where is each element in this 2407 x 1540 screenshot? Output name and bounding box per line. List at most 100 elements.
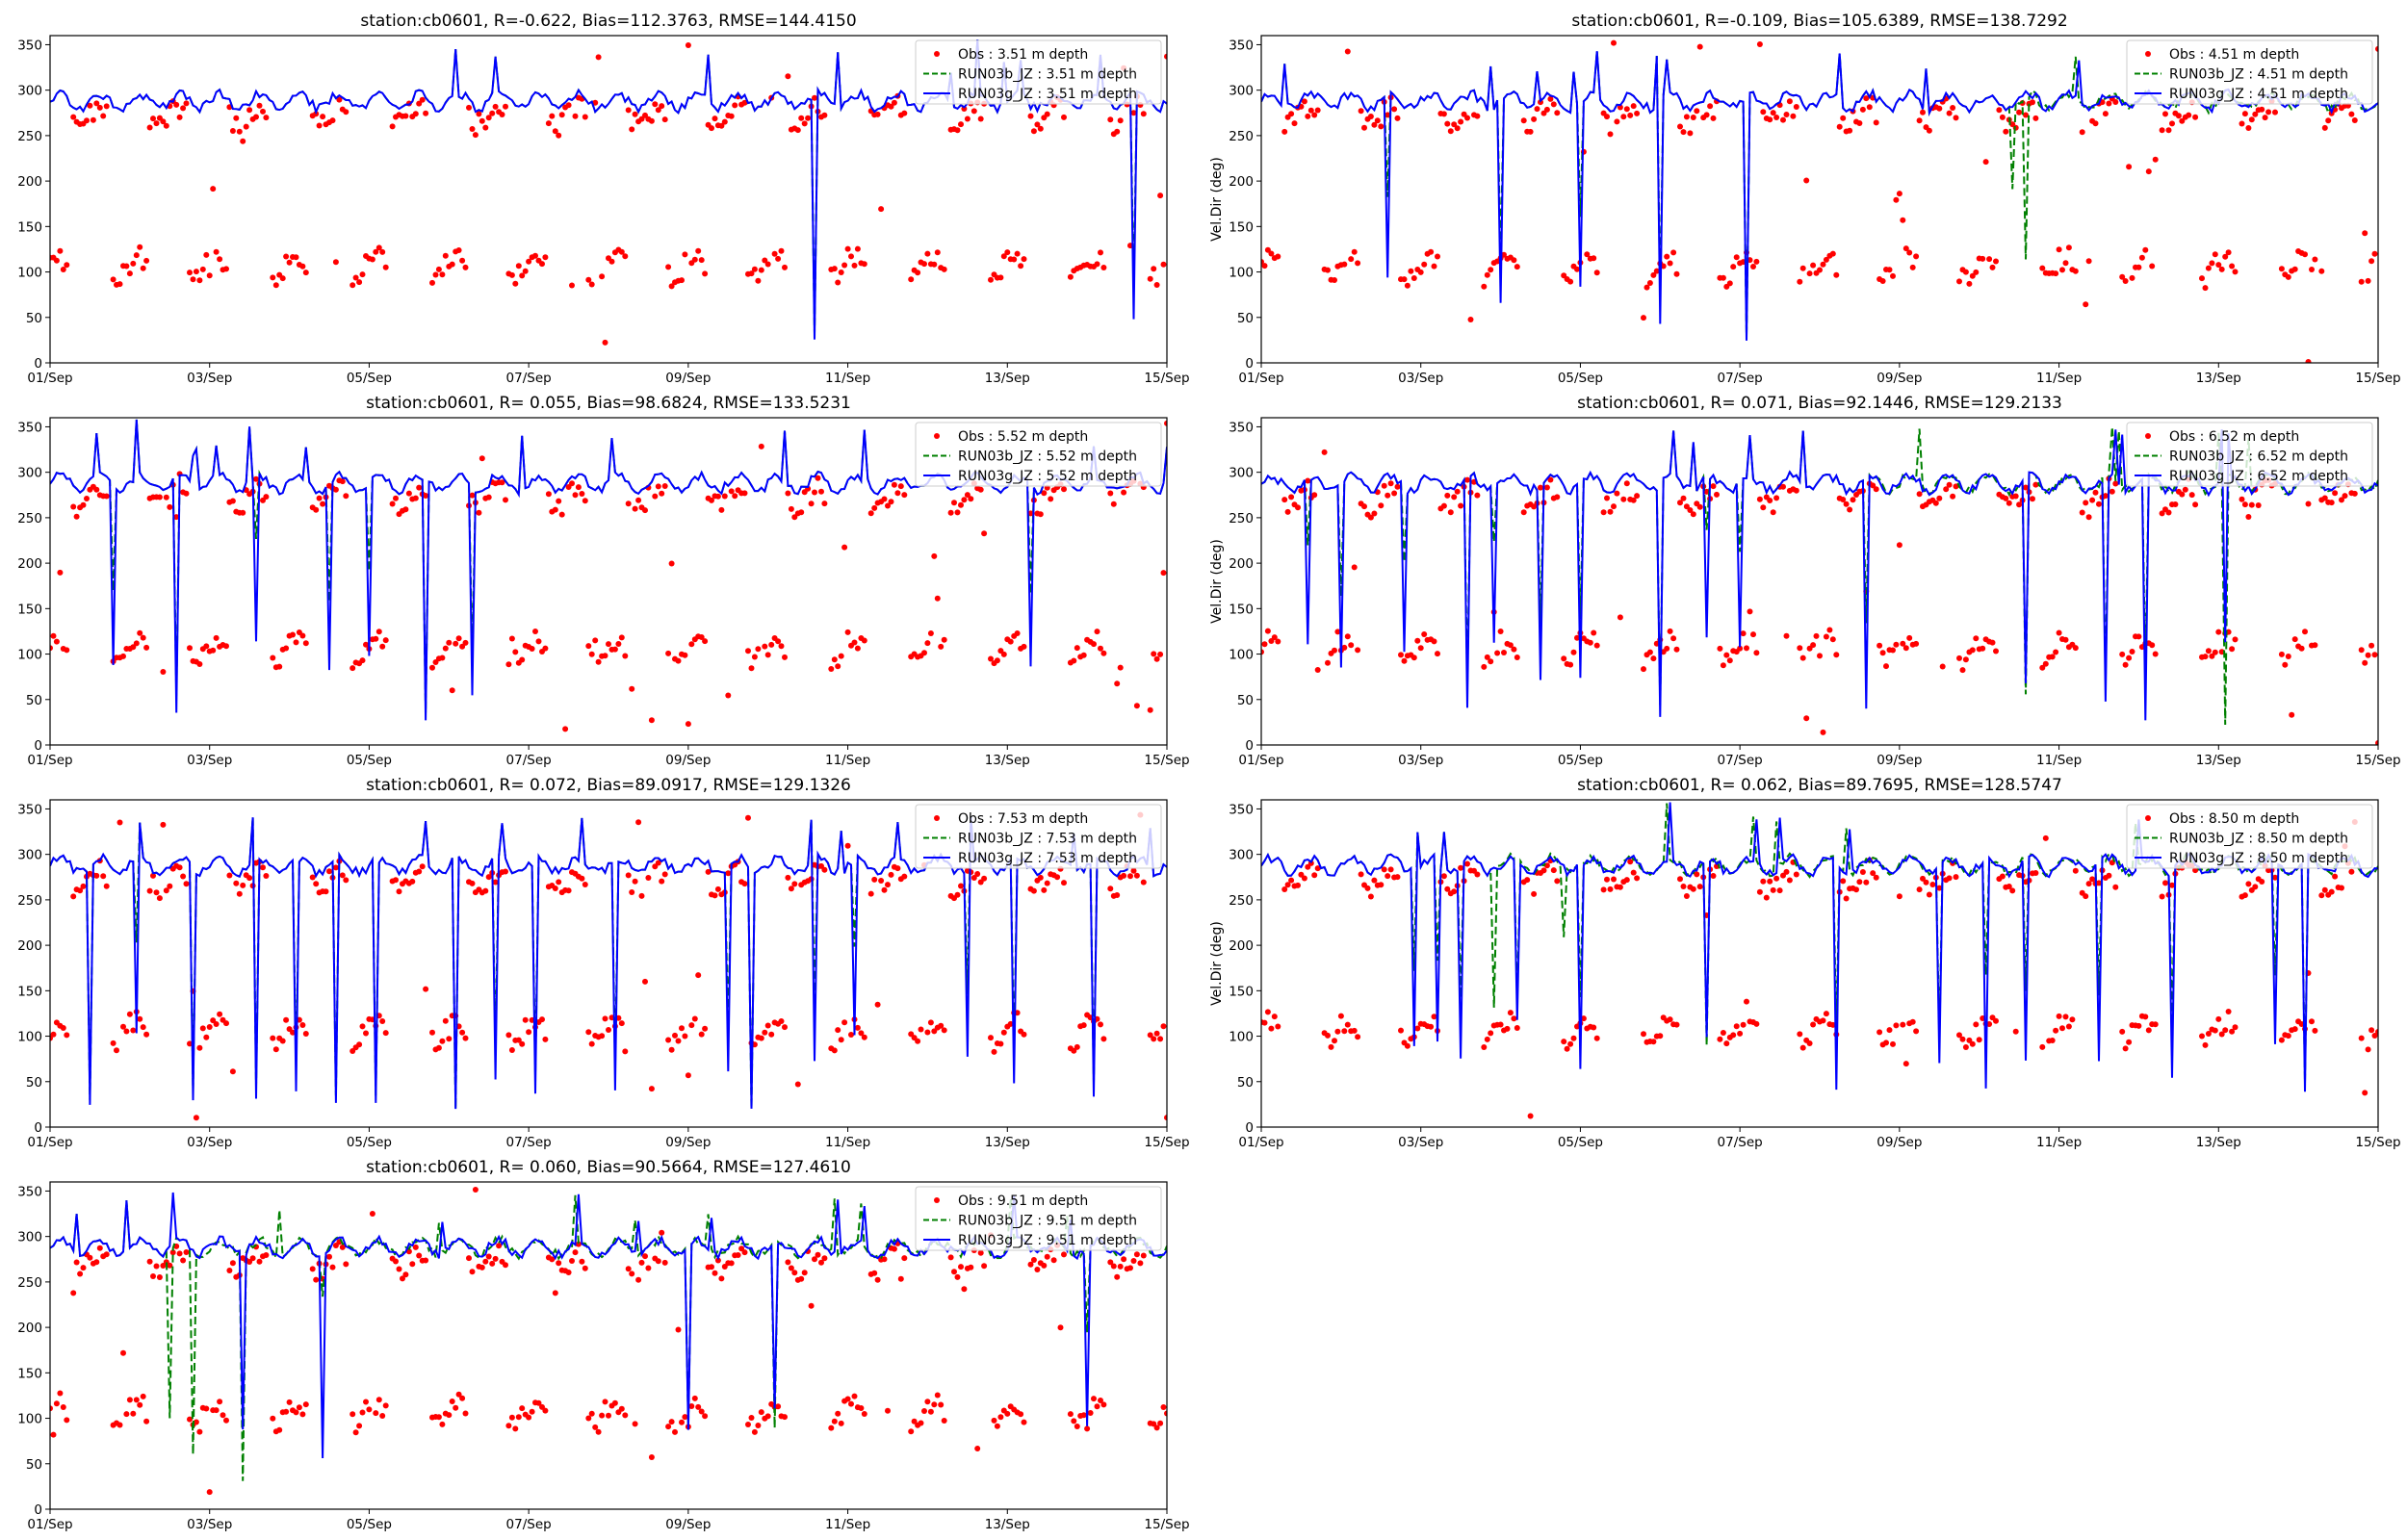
obs-point [2328,500,2335,506]
obs-point [1367,114,1374,119]
x-tick-label: 13/Sep [2196,753,2241,768]
obs-point [1398,1027,1404,1034]
obs-point [1627,859,1634,865]
obs-point [585,1415,592,1422]
obs-point [229,1260,236,1267]
obs-point [526,1414,532,1421]
obs-point [1683,114,1690,120]
obs-point [668,560,675,567]
obs-point [2142,246,2149,253]
obs-point [741,881,748,887]
obs-point [788,886,794,892]
obs-point [938,1401,945,1408]
obs-point [602,653,608,659]
obs-point [50,1031,57,1038]
obs-point [1993,1017,1999,1024]
obs-point [835,279,841,286]
obs-point [915,1038,921,1044]
obs-point [2291,636,2298,643]
obs-point [1018,1411,1024,1418]
obs-point [794,127,801,134]
obs-point [569,480,575,487]
obs-point [2032,481,2039,488]
obs-point [1876,642,1883,649]
obs-point [130,644,137,651]
obs-point [1160,570,1167,577]
obs-point [233,115,240,121]
obs-point [246,875,253,882]
obs-point [2030,496,2035,502]
obs-point [1305,863,1311,870]
obs-point [156,494,163,500]
obs-point [1690,115,1696,120]
obs-point [1561,1039,1567,1045]
obs-point [459,257,466,264]
obs-point [503,103,508,110]
obs-point [302,1031,309,1037]
obs-point [665,650,672,656]
obs-point [1458,502,1464,509]
obs-point [585,276,592,283]
obs-point [545,491,552,498]
obs-point [1817,267,1823,273]
obs-point [1325,267,1331,273]
obs-point [1737,645,1744,652]
obs-point [2272,109,2278,116]
obs-point [721,493,728,500]
obs-point [326,1253,332,1260]
obs-point [788,1265,794,1271]
obs-point [1534,106,1540,113]
obs-point [137,1015,143,1022]
obs-point [2339,497,2344,503]
obs-point [210,647,217,654]
obs-point [2053,1027,2059,1034]
obs-point [1950,105,1956,111]
obs-point [296,1404,302,1411]
obs-point [1906,249,1913,256]
y-tick-label: 50 [26,1457,42,1473]
obs-point [60,1025,66,1031]
obs-point [732,102,738,109]
obs-point [1507,1010,1514,1016]
obs-point [1054,874,1061,881]
obs-point [412,495,419,501]
obs-point [379,248,386,255]
obs-point [1034,121,1041,128]
obs-point [1094,1403,1100,1410]
obs-point [1600,509,1607,516]
obs-point [343,109,349,116]
obs-point [2039,1043,2046,1050]
obs-point [80,883,87,889]
obs-point [851,639,858,646]
obs-point [2062,1014,2069,1020]
obs-point [755,1423,762,1428]
obs-point [299,1022,306,1028]
obs-point [206,1489,213,1496]
obs-point [1325,659,1331,666]
obs-point [1680,129,1687,136]
obs-point [1803,715,1810,722]
obs-point [629,889,635,895]
obs-point [1107,116,1114,123]
y-tick-label: 350 [17,802,42,817]
obs-point [416,868,423,875]
obs-point [718,506,725,513]
obs-point [2339,885,2344,891]
obs-point [702,270,709,277]
obs-point [679,1419,685,1425]
obs-point [1916,117,1923,124]
obs-point [552,506,558,513]
obs-point [812,1256,817,1263]
legend-box [2126,422,2373,487]
x-tick-label: 01/Sep [1238,371,1283,386]
obs-point [196,1044,203,1051]
obs-point [2285,273,2291,280]
obs-series [1261,39,2378,363]
obs-point [1886,267,1893,273]
obs-point [951,1269,957,1275]
obs-point [2229,646,2236,653]
obs-point [130,1410,137,1417]
obs-point [146,887,153,894]
obs-point [226,1268,233,1273]
